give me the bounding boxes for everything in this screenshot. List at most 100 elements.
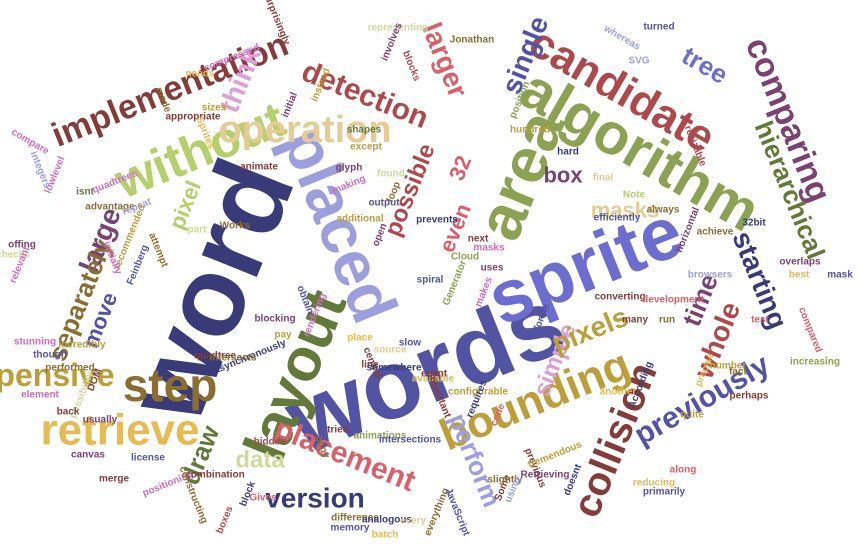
word-115: incredibly <box>58 340 106 351</box>
word-107: compared <box>796 306 824 354</box>
word-110: checks <box>0 250 30 261</box>
word-135: slow <box>399 338 421 349</box>
word-13: step <box>123 359 218 411</box>
word-137: event <box>421 369 448 380</box>
word-65: found <box>377 169 405 180</box>
word-50: sizes <box>202 103 227 114</box>
word-27: pensive <box>0 357 115 393</box>
word-143: number <box>710 361 747 372</box>
word-12: retrieve <box>40 406 199 455</box>
word-108: increasing <box>790 357 840 368</box>
word-160: merge <box>99 474 129 485</box>
word-133: place <box>347 333 373 344</box>
word-72: 32bit <box>742 218 766 229</box>
word-92: masks <box>473 243 505 254</box>
word-170: analogous <box>362 515 412 526</box>
word-127: blocking <box>254 314 295 325</box>
word-63: hundred <box>510 125 550 136</box>
word-140: configurable <box>448 387 508 398</box>
word-73: achieve <box>697 227 734 238</box>
word-97: Cloud <box>451 252 479 263</box>
word-47: Jonathan <box>450 35 494 46</box>
word-172: every <box>400 516 427 527</box>
word-163: combination <box>185 470 244 481</box>
word-39: tree <box>677 40 733 90</box>
word-49: turned <box>643 22 674 33</box>
word-81: advantage <box>85 202 135 213</box>
word-161: license <box>131 453 165 464</box>
word-167: Gives <box>249 493 277 504</box>
word-154: hidden <box>254 437 287 448</box>
word-57: shapes <box>347 125 382 136</box>
word-42: 32 <box>444 152 476 184</box>
word-104: overlaps <box>779 257 821 268</box>
word-156: animations <box>354 431 407 442</box>
word-145: fact <box>729 367 747 378</box>
word-75: efficiently <box>594 213 641 224</box>
word-85: output <box>368 198 400 209</box>
word-118: though <box>33 350 67 361</box>
word-89: part <box>188 225 208 236</box>
word-122: usually <box>83 415 118 426</box>
word-103: test <box>751 315 769 326</box>
word-159: canvas <box>71 450 105 461</box>
word-99: converting <box>594 292 645 303</box>
word-68: final <box>593 173 614 184</box>
word-41: even <box>434 200 476 256</box>
word-157: intersections <box>379 435 442 446</box>
word-38: box <box>543 163 583 188</box>
word-79: isnt <box>76 187 94 198</box>
word-51: appropriate <box>165 112 220 123</box>
word-101: browsers <box>688 270 733 281</box>
word-171: batch <box>372 530 399 541</box>
word-155: tried <box>327 425 349 436</box>
word-54: needs <box>186 69 215 80</box>
word-60: blocks <box>400 49 422 83</box>
word-148: along <box>670 465 697 476</box>
word-124: quadtree <box>194 351 237 362</box>
word-91: prevents <box>416 215 458 226</box>
word-169: memory <box>331 523 370 534</box>
word-174: JavaScript <box>442 486 471 538</box>
word-168: difference <box>331 513 379 524</box>
word-131: line <box>361 360 379 371</box>
word-48: whereas <box>601 23 642 53</box>
word-149: primarily <box>643 487 686 498</box>
word-29: data <box>235 447 285 474</box>
word-90: Works <box>220 221 251 232</box>
word-147: quite <box>680 410 704 421</box>
word-120: element <box>21 390 59 401</box>
word-37: masks <box>591 198 660 223</box>
word-8: operation <box>218 109 391 151</box>
word-105: best <box>789 270 810 281</box>
word-146: perhaps <box>730 391 769 402</box>
word-142: run <box>659 315 675 326</box>
word-67: hard <box>557 147 579 158</box>
word-46: representing <box>368 23 429 34</box>
word-62: SVG <box>628 56 649 67</box>
word-98: spiral <box>417 275 444 286</box>
word-165: boxes <box>214 504 235 535</box>
word-102: many <box>622 315 649 326</box>
word-150: reducing <box>633 478 675 489</box>
word-30: version <box>265 483 365 514</box>
word-69: Note <box>623 190 646 201</box>
word-70: always <box>647 205 680 216</box>
word-109: offing <box>8 240 36 251</box>
word-151: another <box>600 387 637 398</box>
word-138: available <box>412 374 455 385</box>
word-96: uses <box>481 263 504 274</box>
word-128: pay <box>274 330 292 341</box>
word-132: source <box>374 345 407 356</box>
word-87: additional <box>336 214 383 225</box>
word-64: glyph <box>336 163 363 174</box>
word-106: mask <box>827 270 853 281</box>
word-126: intersects <box>209 353 257 364</box>
word-93: next <box>468 234 489 245</box>
word-119: performed <box>45 363 94 374</box>
word-123: back <box>57 407 80 418</box>
word-117: stunning <box>14 337 56 348</box>
